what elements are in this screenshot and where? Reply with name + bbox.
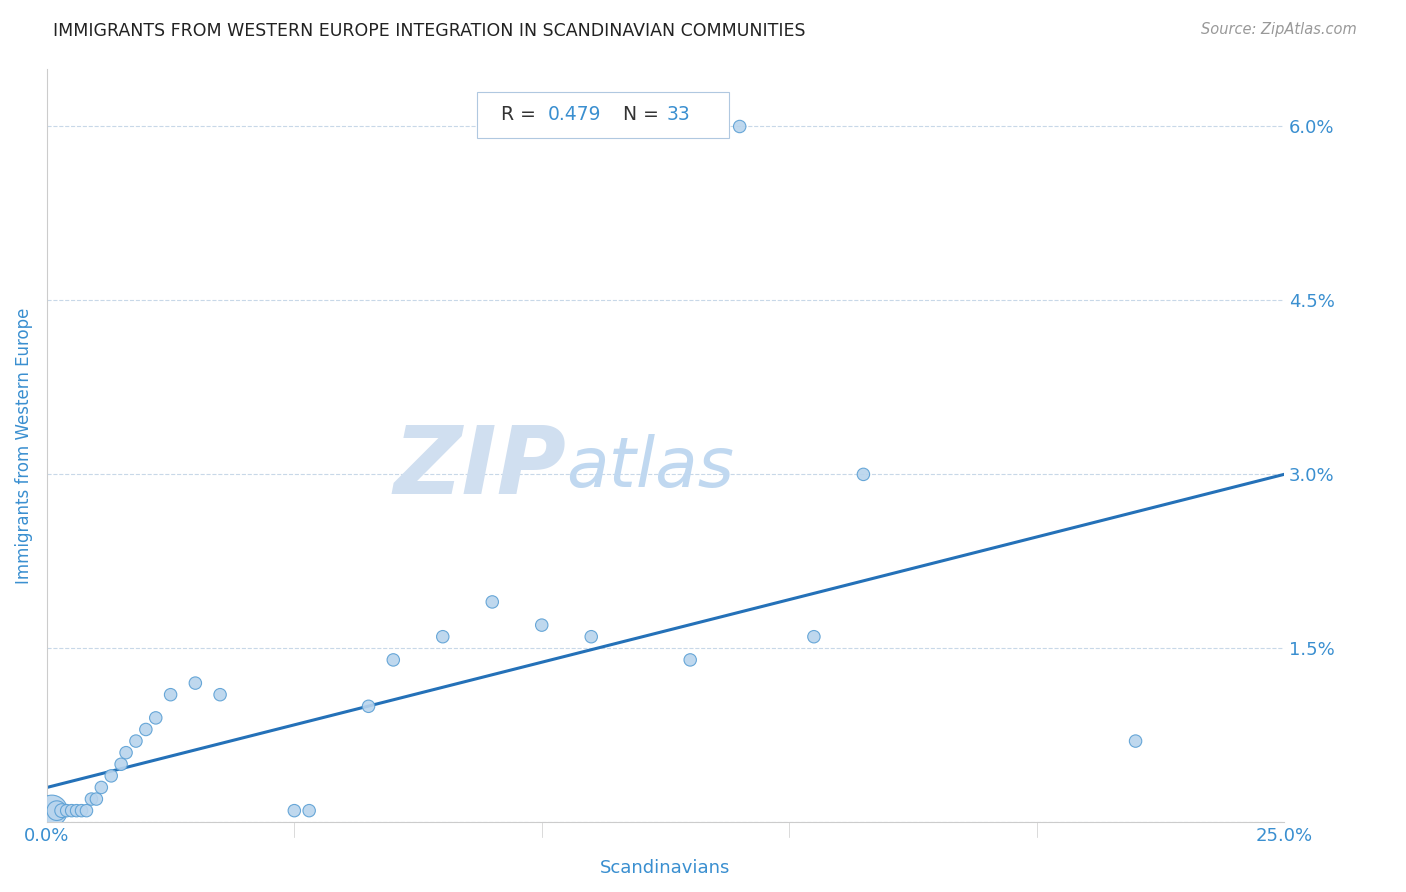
Text: 0.479: 0.479 [547, 105, 600, 125]
Point [803, 630, 825, 644]
Point [70, 804, 93, 818]
Point [60, 804, 83, 818]
Point [135, 723, 157, 737]
Point [125, 734, 148, 748]
Y-axis label: Immigrants from Western Europe: Immigrants from Western Europe [15, 307, 32, 583]
X-axis label: Scandinavians: Scandinavians [600, 859, 731, 877]
Text: N =: N = [610, 105, 665, 125]
Point [80, 792, 103, 806]
Point [184, 676, 207, 690]
Point [86, 792, 108, 806]
Point [283, 804, 305, 818]
Point [45, 804, 67, 818]
Point [145, 711, 167, 725]
Point [209, 688, 232, 702]
Point [41, 804, 63, 818]
Point [432, 630, 454, 644]
Point [298, 804, 321, 818]
Point [679, 653, 702, 667]
Point [581, 630, 603, 644]
Text: IMMIGRANTS FROM WESTERN EUROPE INTEGRATION IN SCANDINAVIAN COMMUNITIES: IMMIGRANTS FROM WESTERN EUROPE INTEGRATI… [53, 22, 806, 40]
Text: atlas: atlas [567, 434, 734, 501]
Point [1125, 734, 1147, 748]
Point [728, 120, 751, 134]
Text: R =: R = [501, 105, 541, 125]
Point [115, 746, 138, 760]
Point [51, 804, 73, 818]
Point [110, 757, 132, 772]
Point [76, 804, 98, 818]
Point [55, 804, 77, 818]
Point [65, 804, 87, 818]
Text: Source: ZipAtlas.com: Source: ZipAtlas.com [1201, 22, 1357, 37]
Point [530, 618, 553, 632]
Text: 33: 33 [666, 105, 690, 125]
Point [481, 595, 503, 609]
Point [357, 699, 380, 714]
Point [159, 688, 181, 702]
Point [382, 653, 405, 667]
Text: ZIP: ZIP [394, 422, 567, 514]
Point [852, 467, 875, 482]
Point [90, 780, 112, 795]
Point [100, 769, 122, 783]
